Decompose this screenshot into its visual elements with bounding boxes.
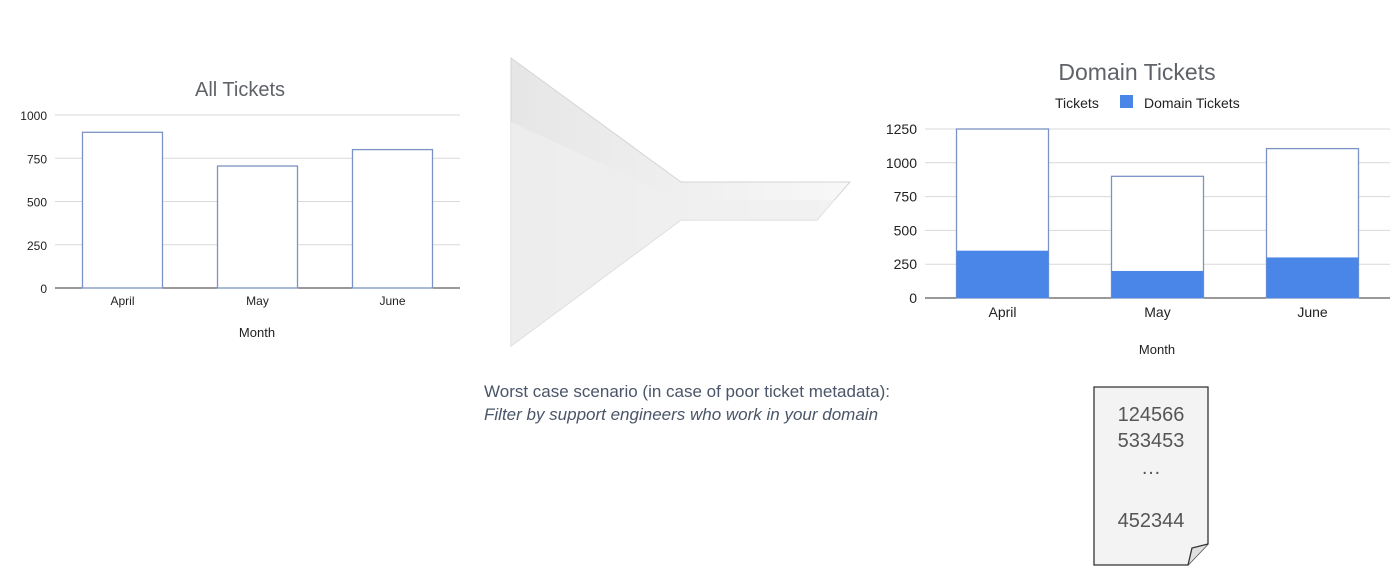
bar-june	[351, 148, 434, 289]
x-axis-label: Month	[239, 325, 275, 340]
y-tick-label: 250	[27, 239, 47, 253]
chart-title: Domain Tickets	[1058, 59, 1215, 85]
legend-label-tickets: Tickets	[1055, 95, 1099, 111]
bar-april	[81, 131, 164, 289]
ticket-list-document: 124566 533453 … 452344	[1093, 386, 1209, 566]
y-tick-label: 500	[894, 222, 918, 238]
y-tick-label: 0	[909, 290, 917, 306]
legend-swatch-domain	[1120, 95, 1133, 108]
legend: Tickets Domain Tickets	[1055, 95, 1240, 111]
caption: Worst case scenario (in case of poor tic…	[484, 380, 890, 426]
y-tick-label: 1000	[886, 155, 917, 171]
domain-bar-june	[1266, 257, 1359, 298]
x-tick-label: May	[1144, 304, 1170, 320]
y-tick-label: 1000	[20, 109, 47, 123]
domain-tickets-chart: Domain Tickets Tickets Domain Tickets 0 2…	[886, 59, 1390, 357]
x-tick-label: April	[988, 304, 1016, 320]
y-tick-label: 750	[27, 152, 47, 166]
domain-bar-april	[956, 250, 1049, 298]
ticket-id: 124566	[1118, 404, 1185, 426]
ticket-id: 452344	[1118, 510, 1185, 532]
x-tick-label: June	[379, 294, 405, 308]
x-tick-label: April	[110, 294, 134, 308]
ellipsis: …	[1141, 457, 1161, 479]
chart-title: All Tickets	[195, 79, 285, 101]
caption-line-2: Filter by support engineers who work in …	[484, 405, 879, 424]
y-tick-label: 0	[40, 282, 47, 296]
domain-bar-may	[1111, 270, 1204, 298]
ticket-id: 533453	[1118, 430, 1185, 452]
bar-may	[216, 165, 299, 289]
caption-line-1: Worst case scenario (in case of poor tic…	[484, 382, 890, 401]
y-tick-label: 750	[894, 189, 918, 205]
x-tick-label: June	[1297, 304, 1328, 320]
y-tick-label: 1250	[886, 121, 917, 137]
y-tick-label: 500	[27, 196, 47, 210]
legend-label-domain: Domain Tickets	[1144, 95, 1240, 111]
y-tick-label: 250	[894, 256, 918, 272]
x-axis-label: Month	[1139, 342, 1175, 357]
x-tick-label: May	[246, 294, 269, 308]
filter-funnel-graphic	[510, 57, 852, 347]
